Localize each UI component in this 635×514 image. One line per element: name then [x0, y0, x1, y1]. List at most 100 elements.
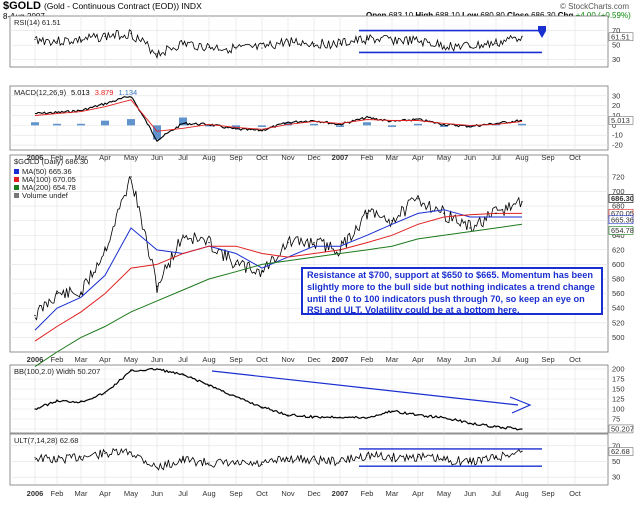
ult-ytick: 70	[612, 441, 620, 450]
bottom-xtick: Apr	[99, 489, 111, 498]
price-point	[80, 292, 82, 295]
ult-point	[156, 467, 158, 469]
price-right-label: 665.36	[611, 215, 634, 224]
bottom-xtick: May	[437, 489, 451, 498]
ult-point	[521, 450, 523, 452]
bottom-xtick: Apr	[412, 489, 424, 498]
ult-point	[34, 456, 36, 459]
price-panel	[9, 154, 609, 353]
macd-xtick: Jul	[491, 153, 501, 162]
bottom-xtick: Sep	[229, 489, 242, 498]
price-point	[182, 234, 184, 236]
price-ytick: 520	[612, 318, 625, 327]
price-ytick: 680	[612, 202, 625, 211]
ult-point	[366, 454, 368, 456]
symbol: $GOLD	[3, 0, 41, 12]
macd-xtick: 2007	[332, 153, 349, 162]
bb-point	[56, 400, 58, 402]
macd-ytick: 0	[612, 121, 616, 130]
macd-ytick: -10	[612, 131, 623, 140]
bottom-xtick: Jun	[151, 489, 163, 498]
bottom-xtick: Mar	[75, 489, 88, 498]
bottom-xtick: Jun	[464, 489, 476, 498]
macd-xtick: May	[437, 153, 451, 162]
price-ytick: 580	[612, 275, 625, 284]
macd-xtick: Feb	[51, 153, 64, 162]
legend-swatch	[14, 185, 19, 190]
macd-histogram-bar	[336, 125, 344, 127]
macd-histogram-bar	[77, 123, 85, 126]
annotation-box: Resistance at $700, support at $650 to $…	[301, 267, 603, 315]
bb-last-box	[608, 424, 634, 434]
price-xtick: Oct	[569, 355, 582, 364]
price-ytick: 720	[612, 172, 625, 181]
price-xtick: May	[124, 355, 138, 364]
macd-last-box	[608, 116, 634, 125]
macd-xtick: May	[124, 153, 138, 162]
price-point	[208, 241, 210, 244]
price-xtick: Sep	[229, 355, 242, 364]
rsi-point	[34, 38, 36, 40]
bb-label: BB(100,2.0) Width 50.207	[14, 367, 100, 376]
macd-xtick: Aug	[515, 153, 528, 162]
price-right-box	[608, 226, 634, 235]
macd-histogram-bar	[53, 123, 61, 126]
price-point	[156, 285, 158, 288]
bb-point	[34, 408, 36, 410]
bottom-xtick: 2007	[332, 489, 349, 498]
macd-ytick: 20	[612, 101, 620, 110]
macd-xtick: Jun	[151, 153, 163, 162]
rsi-point	[287, 40, 289, 43]
bb-trend-arrow	[211, 370, 519, 406]
bb-last-value: 50.207	[611, 424, 634, 433]
price-right-box	[608, 194, 634, 203]
arrow-right-icon	[509, 396, 532, 414]
price-ytick: 640	[612, 231, 625, 240]
macd-xtick: Sep	[541, 153, 554, 162]
bb-ytick: 150	[612, 385, 625, 394]
ult-point	[495, 456, 497, 459]
bottom-xtick: Oct	[569, 489, 582, 498]
rsi-label: RSI(14) 61.51	[14, 18, 61, 27]
price-point	[56, 292, 58, 295]
bb-point	[469, 422, 471, 424]
macd-last-value: 5.013	[611, 116, 630, 125]
price-xtick: Aug	[202, 355, 215, 364]
rsi-point	[261, 47, 263, 49]
macd-histogram-bar	[258, 125, 266, 127]
macd-xtick: Nov	[281, 153, 295, 162]
rsi-ytick: 50	[612, 41, 620, 50]
ult-ytick: 50	[612, 457, 620, 466]
macd-panel	[9, 85, 609, 151]
price-series-ma200	[34, 223, 523, 368]
bb-point	[182, 374, 184, 376]
price-point	[443, 212, 445, 215]
bb-point	[391, 410, 393, 412]
price-label: $GOLD (Daily) 686.30	[14, 157, 88, 166]
rsi-last-box	[608, 32, 634, 42]
rsi-point	[469, 46, 471, 48]
price-xtick: May	[437, 355, 451, 364]
bottom-xtick: Mar	[386, 489, 399, 498]
price-point	[391, 219, 393, 222]
macd-histogram-bar	[388, 125, 396, 127]
bb-ytick: 100	[612, 405, 625, 414]
rsi-point	[208, 46, 210, 48]
macd-histogram-bar	[518, 123, 526, 126]
macd-xtick: Mar	[75, 153, 88, 162]
bb-point	[156, 368, 158, 370]
macd-histogram-bar	[179, 117, 187, 126]
bottom-xtick: Aug	[202, 489, 215, 498]
bb-point	[104, 392, 106, 394]
price-right-label: 686.30	[611, 194, 634, 203]
bb-point	[208, 384, 210, 386]
rsi-point	[366, 38, 368, 40]
bb-ytick: 200	[612, 365, 625, 374]
price-ytick: 540	[612, 304, 625, 313]
ult-last-box	[608, 447, 634, 456]
price-right-label: 670.05	[611, 209, 634, 218]
macd-histogram-bar	[363, 122, 371, 126]
macd-histogram-bar	[127, 119, 135, 126]
price-xtick: Mar	[75, 355, 88, 364]
